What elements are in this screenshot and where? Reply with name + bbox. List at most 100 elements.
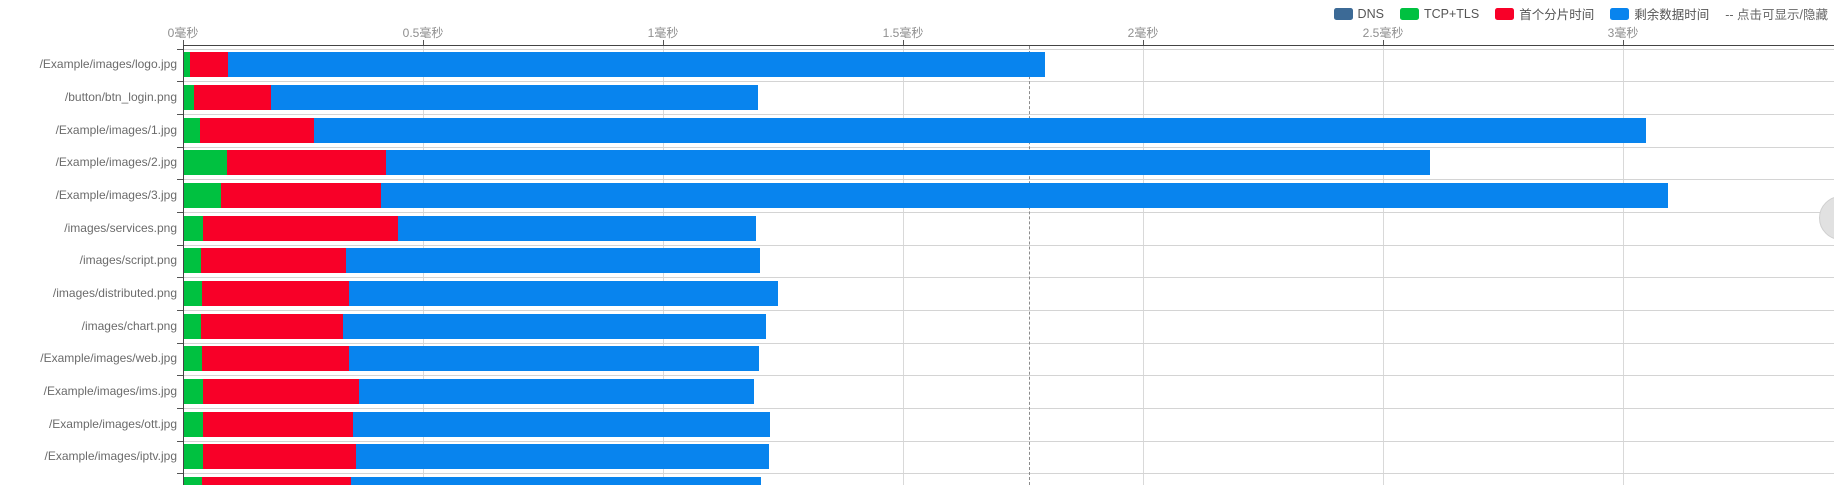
bar-segment-remaining[interactable] <box>352 411 771 437</box>
row-separator <box>184 81 1834 83</box>
legend-label-tcp_tls: TCP+TLS <box>1423 6 1480 21</box>
x-gridline <box>903 46 904 485</box>
bar-segment-first-chunk[interactable] <box>190 52 229 78</box>
x-axis-tick-label: 3毫秒 <box>1607 26 1639 40</box>
bar-segment-first-chunk[interactable] <box>199 117 315 143</box>
bar-segment-first-chunk[interactable] <box>203 379 360 404</box>
bar-segment-first-chunk[interactable] <box>194 85 271 111</box>
bar-segment-remaining[interactable] <box>351 476 761 485</box>
y-axis-tick <box>177 81 183 83</box>
bar-segment-tcp-tls[interactable] <box>184 281 203 307</box>
legend-swatch-tcp_tls <box>1399 7 1419 20</box>
row-label: /Example/images/2.jpg <box>55 155 177 170</box>
floating-widget-button[interactable] <box>1819 196 1834 240</box>
bar-segment-remaining[interactable] <box>349 281 779 307</box>
row-label: /images/script.png <box>79 253 177 268</box>
row-separator <box>184 114 1834 116</box>
legend-label-first_chunk: 首个分片时间 <box>1519 8 1595 22</box>
bar-segment-tcp-tls[interactable] <box>184 52 191 78</box>
row-separator <box>184 146 1834 148</box>
bar-segment-tcp-tls[interactable] <box>184 183 221 209</box>
y-axis-tick <box>177 244 183 246</box>
bar-segment-remaining[interactable] <box>359 379 755 404</box>
bar-segment-tcp-tls[interactable] <box>184 85 195 111</box>
y-axis-tick <box>177 342 183 344</box>
y-axis-tick <box>177 375 183 377</box>
row-label: /Example/images/3.jpg <box>55 188 177 203</box>
chart-legend: DNS TCP+TLS 首个分片时间 剩余数据时间 -- 点击可显示/隐藏 <box>1333 4 1828 23</box>
y-axis-tick <box>177 473 183 475</box>
bar-segment-remaining[interactable] <box>380 183 1669 209</box>
bar-segment-remaining[interactable] <box>349 346 760 372</box>
legend-item-dns[interactable]: DNS <box>1333 6 1384 21</box>
y-axis-tick <box>177 407 183 409</box>
row-separator <box>184 212 1834 213</box>
x-axis-tick <box>1623 40 1624 45</box>
bar-segment-first-chunk[interactable] <box>220 183 381 209</box>
x-axis-tick <box>1143 40 1144 45</box>
bar-segment-first-chunk[interactable] <box>200 313 343 339</box>
bar-segment-first-chunk[interactable] <box>202 346 350 372</box>
row-label: /Example/images/iptv.jpg <box>44 449 177 464</box>
row-label: /images/distributed.png <box>52 286 177 301</box>
legend-item-remaining[interactable]: 剩余数据时间 <box>1610 4 1709 23</box>
row-label: /Example/images/1.jpg <box>55 122 177 137</box>
x-axis-tick <box>663 40 664 45</box>
legend-item-first_chunk[interactable]: 首个分片时间 <box>1495 4 1594 23</box>
bar-segment-tcp-tls[interactable] <box>184 476 203 485</box>
x-axis-tick-label: 0.5毫秒 <box>402 26 444 40</box>
bar-segment-remaining[interactable] <box>355 444 770 470</box>
x-axis-line <box>183 45 1834 46</box>
bar-segment-tcp-tls[interactable] <box>184 411 204 437</box>
bar-segment-remaining[interactable] <box>270 85 759 111</box>
row-label: /Example/images/ims.jpg <box>43 384 177 398</box>
row-label: /Example/images/ott.jpg <box>48 416 177 431</box>
bar-segment-tcp-tls[interactable] <box>184 313 201 339</box>
bar-segment-first-chunk[interactable] <box>227 150 387 176</box>
x-gridline <box>1383 46 1384 485</box>
bar-segment-first-chunk[interactable] <box>203 411 353 437</box>
y-axis-tick <box>177 114 183 116</box>
bar-segment-tcp-tls[interactable] <box>184 117 200 143</box>
legend-item-tcp_tls[interactable]: TCP+TLS <box>1399 6 1480 21</box>
x-axis-tick <box>1383 40 1384 45</box>
bar-segment-remaining[interactable] <box>386 150 1431 176</box>
legend-swatch-first_chunk <box>1495 7 1515 20</box>
bar-segment-remaining[interactable] <box>398 215 757 241</box>
row-separator <box>184 244 1834 246</box>
bar-segment-remaining[interactable] <box>314 117 1647 143</box>
bar-segment-first-chunk[interactable] <box>202 476 352 485</box>
bar-segment-tcp-tls[interactable] <box>184 379 204 404</box>
row-label: /Example/images/web.jpg <box>40 351 177 366</box>
bar-segment-first-chunk[interactable] <box>200 248 347 274</box>
x-axis-tick <box>903 40 904 45</box>
bar-segment-tcp-tls[interactable] <box>184 215 204 241</box>
y-axis-tick <box>177 146 183 148</box>
x-axis-tick-label: 0毫秒 <box>167 26 199 40</box>
y-axis-tick <box>177 212 183 213</box>
row-separator <box>184 473 1834 475</box>
row-separator <box>184 440 1834 442</box>
bar-segment-first-chunk[interactable] <box>203 444 356 470</box>
bar-segment-remaining[interactable] <box>346 248 760 274</box>
x-gridline <box>1623 46 1624 485</box>
bar-segment-tcp-tls[interactable] <box>184 150 228 176</box>
legend-label-dns: DNS <box>1357 6 1384 21</box>
bar-segment-remaining[interactable] <box>342 313 767 339</box>
bar-segment-tcp-tls[interactable] <box>184 346 203 372</box>
legend-toggle-note: -- 点击可显示/隐藏 <box>1725 8 1828 22</box>
row-separator <box>184 407 1834 409</box>
y-axis-tick <box>177 309 183 311</box>
x-axis-tick <box>183 40 184 45</box>
bar-segment-tcp-tls[interactable] <box>184 248 201 274</box>
x-axis-tick-label: 2.5毫秒 <box>1362 26 1404 40</box>
x-axis-tick-label: 1毫秒 <box>647 26 679 40</box>
bar-segment-remaining[interactable] <box>228 52 1046 78</box>
bar-segment-tcp-tls[interactable] <box>184 444 204 470</box>
legend-swatch-dns <box>1333 7 1353 20</box>
bar-segment-first-chunk[interactable] <box>203 215 399 241</box>
row-separator <box>184 309 1834 311</box>
bar-segment-first-chunk[interactable] <box>202 281 350 307</box>
y-axis-tick <box>177 48 183 50</box>
